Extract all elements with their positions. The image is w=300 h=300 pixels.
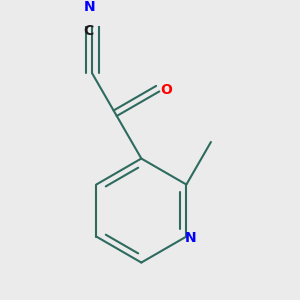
Text: N: N <box>84 0 96 14</box>
Text: N: N <box>184 231 196 245</box>
Text: O: O <box>160 83 172 97</box>
Text: C: C <box>84 24 94 38</box>
